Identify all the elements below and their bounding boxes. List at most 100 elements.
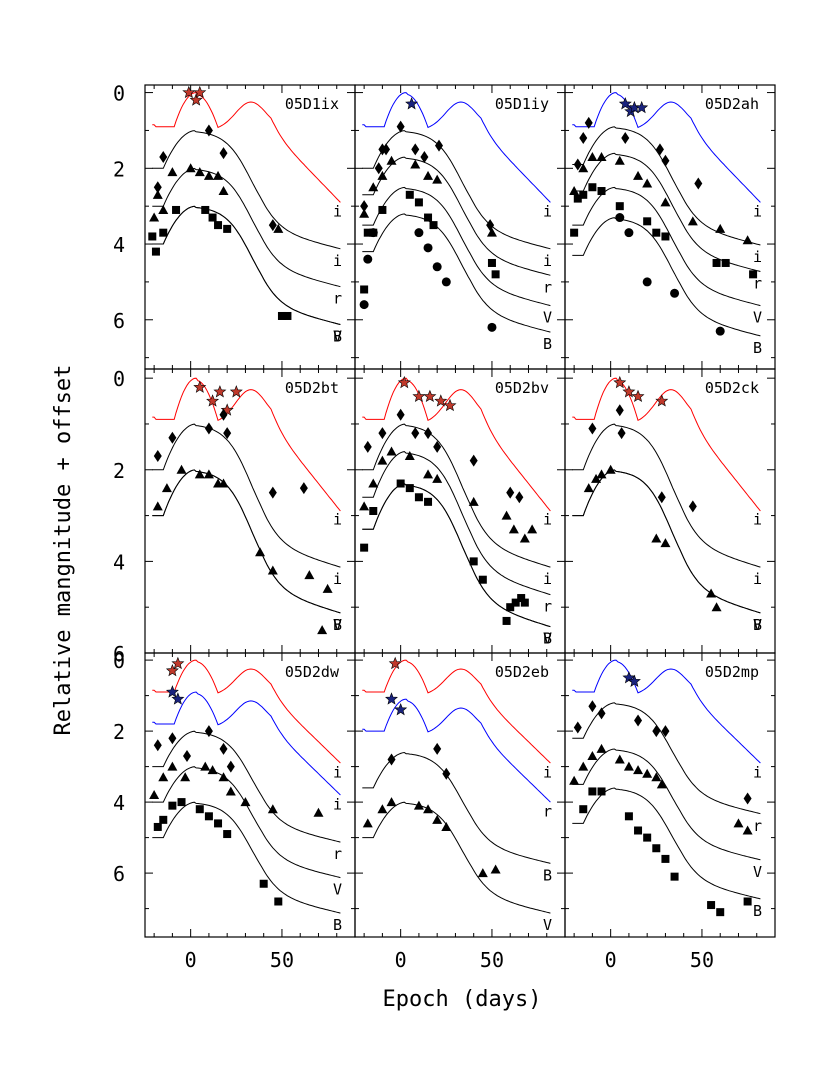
data-point [359,208,370,218]
data-point [386,155,397,165]
data-point [634,714,643,727]
panel-05D2ck: 05D2ck i i VB [564,368,776,654]
data-point [153,739,162,752]
data-point [652,844,661,853]
data-point [624,228,634,238]
data-point [688,500,697,513]
data-point [520,598,529,607]
band-label: i [333,203,342,221]
panel-05D2bt: 05D2bt i i VB [144,368,356,654]
data-point [423,243,433,253]
data-point [694,177,703,190]
data-point [177,798,186,807]
data-point [588,422,597,435]
band-label: B [333,328,342,346]
x-axis-label: Epoch (days) [383,987,542,1012]
data-point [569,186,580,196]
data-point [359,501,370,511]
y-tick-label: 4 [113,233,125,257]
band-label: r [753,817,762,835]
data-point [517,594,526,603]
band-label: i [543,252,552,270]
data-point [363,228,372,237]
data-point [405,97,419,110]
model-curve [362,423,551,568]
data-point [423,469,434,479]
model-curve [152,469,341,614]
y-tick-label: 2 [113,157,125,181]
data-point [396,408,405,421]
model-curve [152,423,341,568]
data-point [388,656,402,670]
data-point [193,380,207,393]
y-axis-label: Relative mangnitude + offset [51,365,76,736]
data-point [161,483,172,493]
data-point [506,603,515,612]
band-label: r [543,597,552,615]
data-point [651,533,662,543]
data-point [655,143,664,156]
data-point [587,151,598,161]
data-point [189,93,203,106]
data-point [501,510,512,520]
data-point [283,311,292,320]
data-point [277,311,286,320]
data-point [200,761,211,771]
model-curve [362,483,551,628]
data-point [468,496,479,506]
data-point [153,181,162,194]
data-point [378,427,387,440]
data-point [274,897,283,906]
band-label: B [753,339,762,357]
data-point [642,277,652,287]
data-point [508,524,519,534]
data-point [207,765,218,775]
data-point [362,818,373,828]
data-point [208,213,217,222]
data-point [195,805,204,814]
data-point [410,159,421,169]
data-point [432,262,442,272]
panel-05D2dw: 05D2dw ii rVB [144,652,356,938]
data-point [411,427,420,440]
data-point [591,473,602,483]
x-tick-label: 0 [185,948,197,972]
data-point [153,450,162,463]
model-curve [362,130,551,250]
data-point [655,394,669,407]
data-point [223,830,232,839]
model-curve [572,748,761,861]
data-point [386,446,397,456]
data-point [377,455,388,465]
band-label: V [753,309,762,327]
data-point [405,190,414,199]
panel-frame [144,84,356,370]
data-point [573,158,582,171]
data-point [397,375,411,389]
model-curve [152,377,341,512]
band-label: V [543,630,552,648]
data-point [304,570,315,580]
data-point [486,227,497,237]
y-tick-label: 2 [113,720,125,744]
data-point [149,212,160,222]
data-point [597,707,606,720]
data-point [423,389,437,402]
data-point [225,786,236,796]
data-point [424,213,433,222]
band-label: i [753,570,762,588]
data-point [414,198,423,207]
data-point [360,200,369,213]
panel-title: 05D2bv [495,379,549,397]
data-point [615,404,624,417]
data-point [477,868,488,878]
data-point [657,491,666,504]
data-point [442,767,451,780]
band-label: i [753,510,762,528]
data-point [643,217,652,226]
data-point [404,451,415,461]
data-point [148,232,157,241]
data-point [579,805,588,814]
data-point [617,427,626,440]
